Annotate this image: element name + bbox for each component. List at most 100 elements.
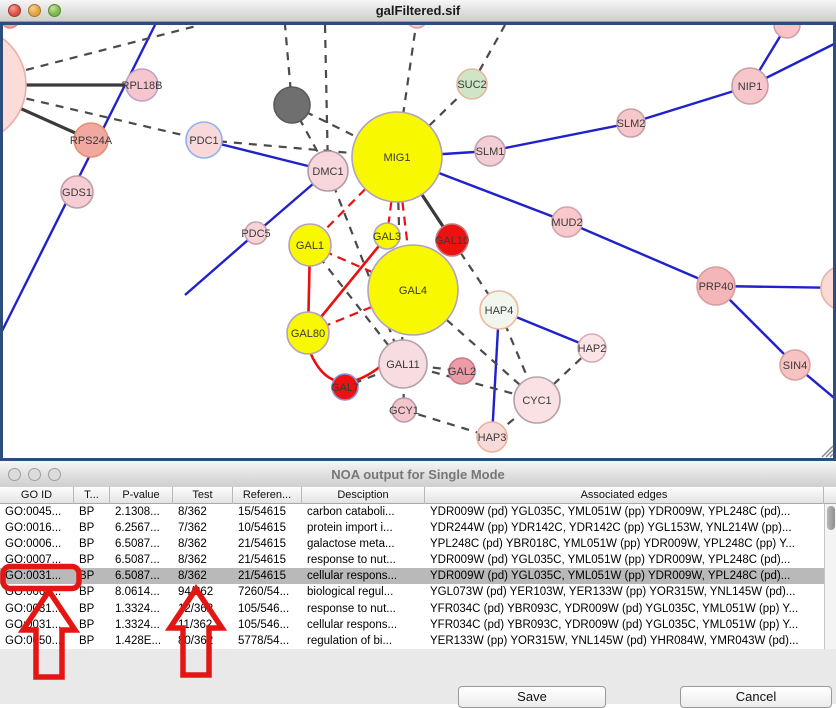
cell: BP	[79, 602, 95, 615]
node-GAL1[interactable]	[288, 223, 332, 267]
zoom-button-inactive[interactable]	[48, 468, 61, 481]
node-topright[interactable]	[773, 25, 801, 39]
save-button[interactable]: Save	[458, 686, 606, 708]
node-label-HAP2: HAP2	[578, 343, 607, 355]
cell: 94/362	[178, 586, 214, 599]
node-GAL4[interactable]	[367, 244, 459, 336]
cell: YPL248C (pd) YBR018C, YML051W (pp) YDR00…	[430, 538, 796, 551]
cell: GO:0031...	[5, 618, 62, 631]
table-row[interactable]: GO:0007... BP 6.5087... 8/362 21/54615 respon…	[0, 552, 824, 569]
network-edge	[283, 25, 294, 106]
column-header-desciption[interactable]: Desciption	[302, 487, 425, 504]
network-window-titlebar[interactable]: galFiltered.sif	[0, 0, 836, 22]
node-MUD2[interactable]	[551, 206, 583, 238]
node-PDC5[interactable]	[244, 221, 268, 245]
table-row[interactable]: GO:0031... BP 1.3324... 11/362 105/546... cel…	[0, 616, 824, 633]
table-row[interactable]: GO:0045... BP 2.1308... 8/362 15/54615 carbon…	[0, 504, 824, 521]
table-row[interactable]: GO:0006... BP 6.5087... 8/362 21/54615 galact…	[0, 536, 824, 553]
cell: 7260/54...	[238, 586, 290, 599]
node-cliptop1[interactable]	[3, 25, 19, 29]
cell: 105/546...	[238, 602, 290, 615]
node-GDS1[interactable]	[60, 175, 94, 209]
cell: BP	[79, 586, 95, 599]
node-CYC1[interactable]	[513, 376, 561, 424]
column-header-test[interactable]: Test	[173, 487, 233, 504]
node-bigleft[interactable]	[3, 27, 27, 143]
column-header-go-id[interactable]: GO ID	[0, 487, 74, 504]
cell: GO:0031...	[5, 602, 62, 615]
cell: 15/54615	[238, 506, 286, 518]
node-label-GAL7: GAL7	[331, 382, 359, 394]
table-row[interactable]: GO:0031... BP 1.3324... 12/362 105/546... res…	[0, 600, 824, 617]
network-canvas[interactable]: RPL18B RPS24A GDS1 PDC1 DMC1 MIG1 SUC2 SLM1 SLM2…	[0, 22, 836, 461]
cell: GO:0006...	[5, 538, 62, 551]
node-SUC2[interactable]	[456, 68, 488, 100]
node-GAL3[interactable]	[373, 222, 401, 250]
cell: 21/54615	[238, 554, 286, 567]
noa-window-body: GO ID T... P-value Test Referen... Desciption…	[0, 487, 836, 708]
node-HAP2[interactable]	[577, 333, 607, 363]
minimize-button[interactable]	[28, 4, 41, 17]
node-PRP40[interactable]	[696, 266, 736, 306]
scrollbar-thumb[interactable]	[826, 506, 835, 530]
noa-window-titlebar[interactable]: NOA output for Single Mode	[0, 461, 836, 488]
vertical-scrollbar[interactable]	[824, 504, 836, 649]
results-table: GO:0045... BP 2.1308... 8/362 15/54615 carbon…	[0, 504, 824, 649]
node-DMC1[interactable]	[307, 150, 349, 192]
node-GAL10[interactable]	[435, 223, 469, 257]
node-GAL80[interactable]	[286, 311, 330, 355]
node-MIG1[interactable]	[351, 111, 443, 203]
node-PDC1[interactable]	[185, 121, 223, 159]
close-button-inactive[interactable]	[8, 468, 21, 481]
column-header-associated-edges[interactable]: Associated edges	[425, 487, 824, 504]
node-NIP1[interactable]	[731, 67, 769, 105]
cell: 10/54615	[238, 522, 286, 535]
node-label-RPL18B: RPL18B	[122, 80, 163, 92]
table-row[interactable]: GO:0031... BP 6.5087... 8/362 21/54615 cellul…	[0, 568, 824, 585]
node-label-SLM2: SLM2	[617, 118, 646, 130]
cell: 12/362	[178, 602, 214, 615]
node-RPL18B[interactable]	[125, 68, 159, 102]
node-SIN4[interactable]	[779, 349, 811, 381]
cell: 21/54615	[238, 538, 286, 551]
cancel-button[interactable]: Cancel	[680, 686, 832, 708]
node-label-MUD2: MUD2	[551, 217, 582, 229]
column-header-p-value[interactable]: P-value	[110, 487, 173, 504]
noa-window-title: NOA output for Single Mode	[331, 467, 505, 482]
cell: protein import i...	[307, 522, 393, 535]
cell: 8/362	[178, 506, 207, 518]
node-label-SIN4: SIN4	[783, 360, 807, 372]
node-label-PDC5: PDC5	[241, 228, 270, 240]
cell: YFR034C (pd) YBR093C, YDR009W (pd) YGL03…	[430, 602, 799, 615]
cell: BP	[79, 634, 95, 647]
table-row[interactable]: GO:0050... BP 1.428E... 80/362 5778/54... reg…	[0, 632, 824, 649]
node-SLM2[interactable]	[616, 108, 646, 138]
node-GCY1[interactable]	[391, 397, 417, 423]
table-row[interactable]: GO:0016... BP 6.2567... 7/362 10/54615 protei…	[0, 520, 824, 537]
zoom-button[interactable]	[48, 4, 61, 17]
node-RPS24A[interactable]	[73, 122, 109, 158]
node-GAL7[interactable]	[331, 373, 359, 401]
column-header-referen-[interactable]: Referen...	[233, 487, 302, 504]
close-button[interactable]	[8, 4, 21, 17]
node-GAL2[interactable]	[448, 357, 476, 385]
node-GAL11[interactable]	[378, 339, 428, 389]
node-HAP4[interactable]	[479, 290, 519, 330]
node-cliptop2[interactable]	[407, 25, 427, 29]
column-header-t-[interactable]: T...	[74, 487, 110, 504]
node-SLM1[interactable]	[474, 135, 506, 167]
node-HAP3[interactable]	[476, 421, 508, 453]
node-label-GAL11: GAL11	[386, 359, 419, 371]
node-darkgray[interactable]	[273, 86, 311, 124]
cell: 11/362	[178, 618, 213, 631]
table-row[interactable]: GO:0065... BP 8.0614... 94/362 7260/54... bio…	[0, 584, 824, 601]
cell: 6.5087...	[115, 538, 160, 551]
network-edge	[203, 138, 329, 173]
cell: response to nut...	[307, 602, 396, 615]
cell: GO:0031...	[5, 570, 62, 583]
network-edge	[412, 289, 538, 401]
cell: GO:0016...	[5, 522, 62, 535]
minimize-button-inactive[interactable]	[28, 468, 41, 481]
network-window-title: galFiltered.sif	[375, 3, 461, 18]
node-MSI[interactable]	[820, 266, 833, 310]
